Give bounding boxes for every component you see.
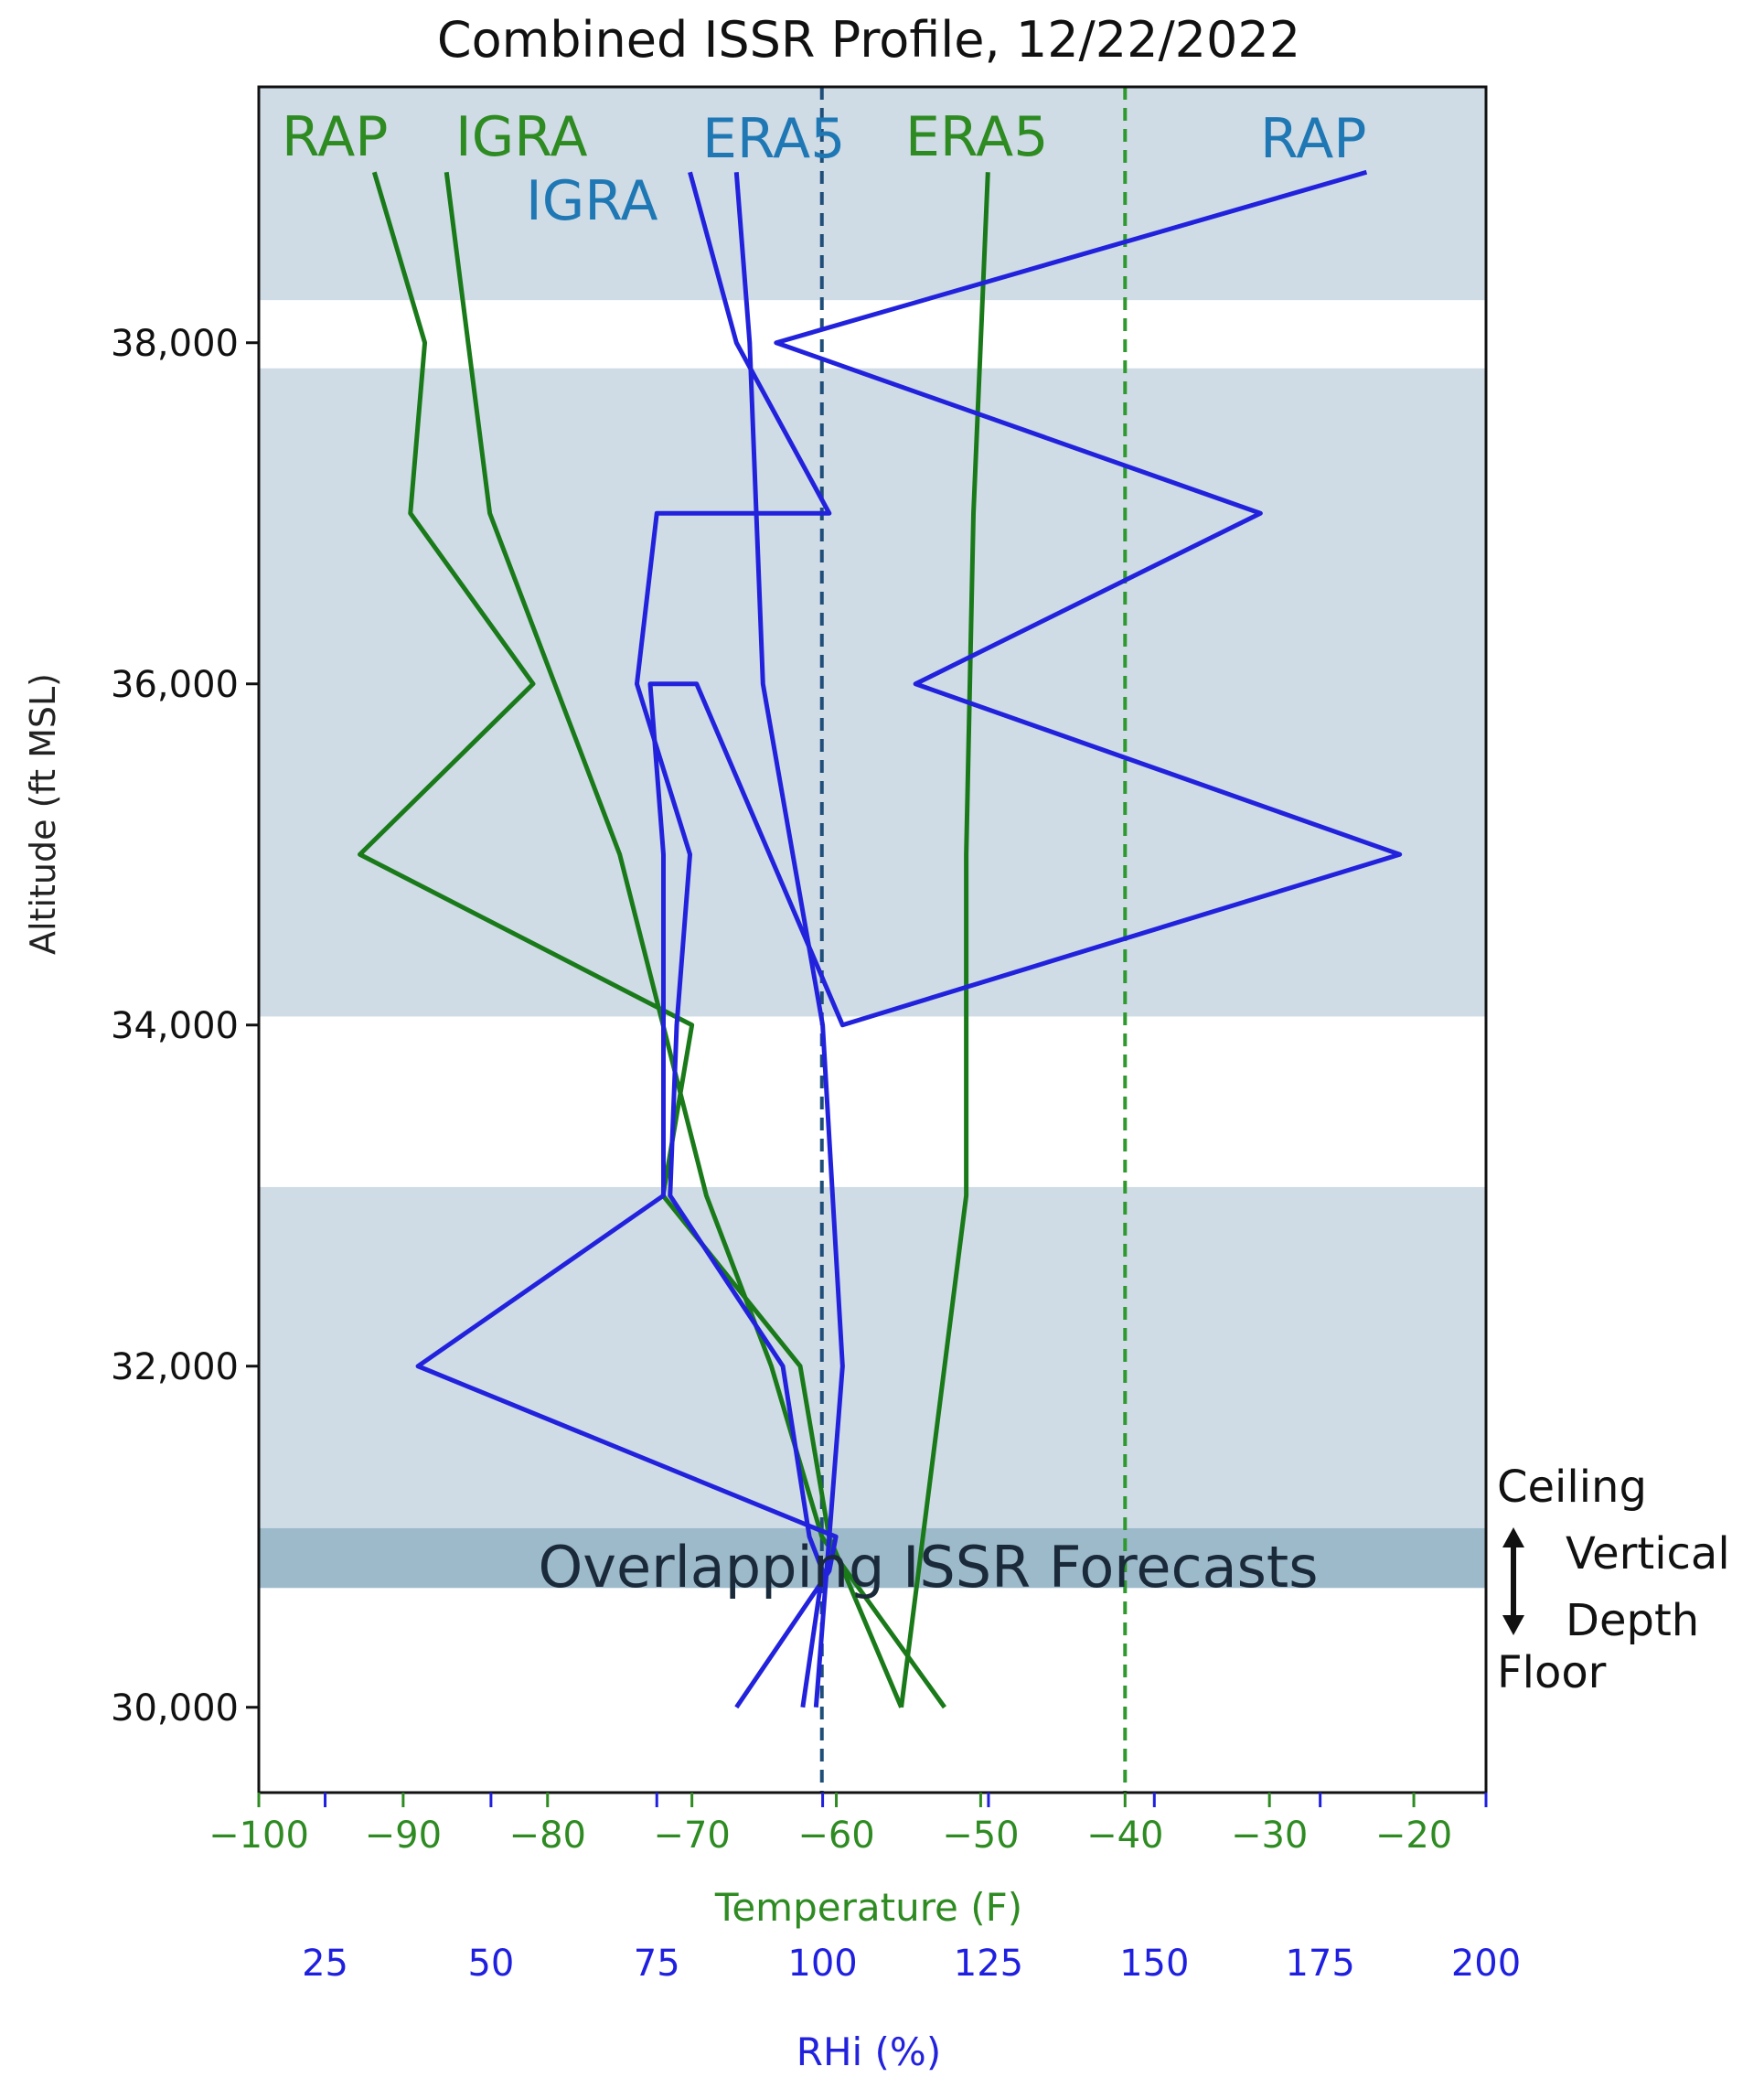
rhi-tick-label: 25 bbox=[302, 1943, 348, 1985]
rhi-tick-label: 50 bbox=[467, 1943, 514, 1985]
rhi-tick-label: 75 bbox=[634, 1943, 680, 1985]
issr-bands bbox=[259, 87, 1486, 1589]
ceiling-label: Ceiling bbox=[1497, 1462, 1647, 1513]
temperature-tick-label: −20 bbox=[1375, 1815, 1452, 1857]
series-label-era5-temperature: ERA5 bbox=[905, 105, 1048, 169]
depth-label: Depth bbox=[1566, 1595, 1699, 1646]
double-arrow-icon bbox=[1502, 1527, 1524, 1635]
series-label-rap-temperature: RAP bbox=[282, 105, 388, 169]
temperature-tick-label: −90 bbox=[365, 1815, 442, 1857]
plot-frame bbox=[257, 85, 1488, 1794]
temperature-tick-label: −100 bbox=[208, 1815, 309, 1857]
temperature-tick-label: −80 bbox=[509, 1815, 586, 1857]
rhi-tick-label: 175 bbox=[1285, 1943, 1354, 1985]
temperature-tick-label: −50 bbox=[942, 1815, 1019, 1857]
series-label-era5-rhi: ERA5 bbox=[702, 107, 845, 171]
issr-band bbox=[259, 87, 1486, 301]
plot-border bbox=[257, 85, 1488, 1794]
rhi-tick-label: 150 bbox=[1119, 1943, 1189, 1985]
issr-band bbox=[259, 368, 1486, 1017]
data-series bbox=[358, 169, 1403, 1709]
rhi-axis: 25 50 75 100 125 150 175 200 bbox=[302, 1793, 1521, 1985]
temperature-tick-label: −30 bbox=[1231, 1815, 1308, 1857]
rhi-tick-label: 100 bbox=[787, 1943, 857, 1985]
y-tick-label: 36,000 bbox=[111, 664, 239, 706]
vertical-label: Vertical bbox=[1566, 1528, 1730, 1579]
rhi-tick-label: 125 bbox=[954, 1943, 1023, 1985]
y-tick-label: 38,000 bbox=[111, 323, 239, 365]
rhi-series-rap bbox=[415, 169, 1403, 1709]
rhi-tick-label: 200 bbox=[1451, 1943, 1521, 1985]
chart-title: Combined ISSR Profile, 12/22/2022 bbox=[437, 11, 1300, 69]
y-tick-label: 30,000 bbox=[111, 1687, 239, 1729]
series-label-rap-rhi: RAP bbox=[1260, 107, 1366, 171]
floor-label: Floor bbox=[1497, 1647, 1607, 1698]
y-axis: 30,000 32,000 34,000 36,000 38,000 bbox=[111, 323, 259, 1729]
y-tick-label: 32,000 bbox=[111, 1346, 239, 1388]
rhi-series-igra bbox=[634, 171, 832, 1708]
issr-band bbox=[259, 1186, 1486, 1589]
series-label-igra-rhi: IGRA bbox=[526, 169, 658, 233]
series-label-igra-temperature: IGRA bbox=[455, 105, 588, 169]
temperature-tick-label: −40 bbox=[1086, 1815, 1163, 1857]
rhi-axis-label: RHi (%) bbox=[796, 2029, 941, 2074]
rhi-series-era5 bbox=[733, 172, 845, 1708]
temperature-series-era5 bbox=[899, 172, 990, 1708]
y-tick-label: 34,000 bbox=[111, 1005, 239, 1047]
overlap-band bbox=[259, 1527, 1486, 1589]
temperature-series-rap bbox=[358, 171, 903, 1708]
temperature-tick-label: −70 bbox=[653, 1815, 730, 1857]
temperature-axis-label: Temperature (F) bbox=[714, 1885, 1022, 1930]
overlap-annotation: Overlapping ISSR Forecasts bbox=[538, 1534, 1318, 1601]
temperature-axis: −100 −90 −80 −70 −60 −50 −40 −30 −20 bbox=[208, 1793, 1452, 1857]
temperature-tick-label: −60 bbox=[797, 1815, 874, 1857]
y-axis-label: Altitude (ft MSL) bbox=[23, 673, 63, 955]
